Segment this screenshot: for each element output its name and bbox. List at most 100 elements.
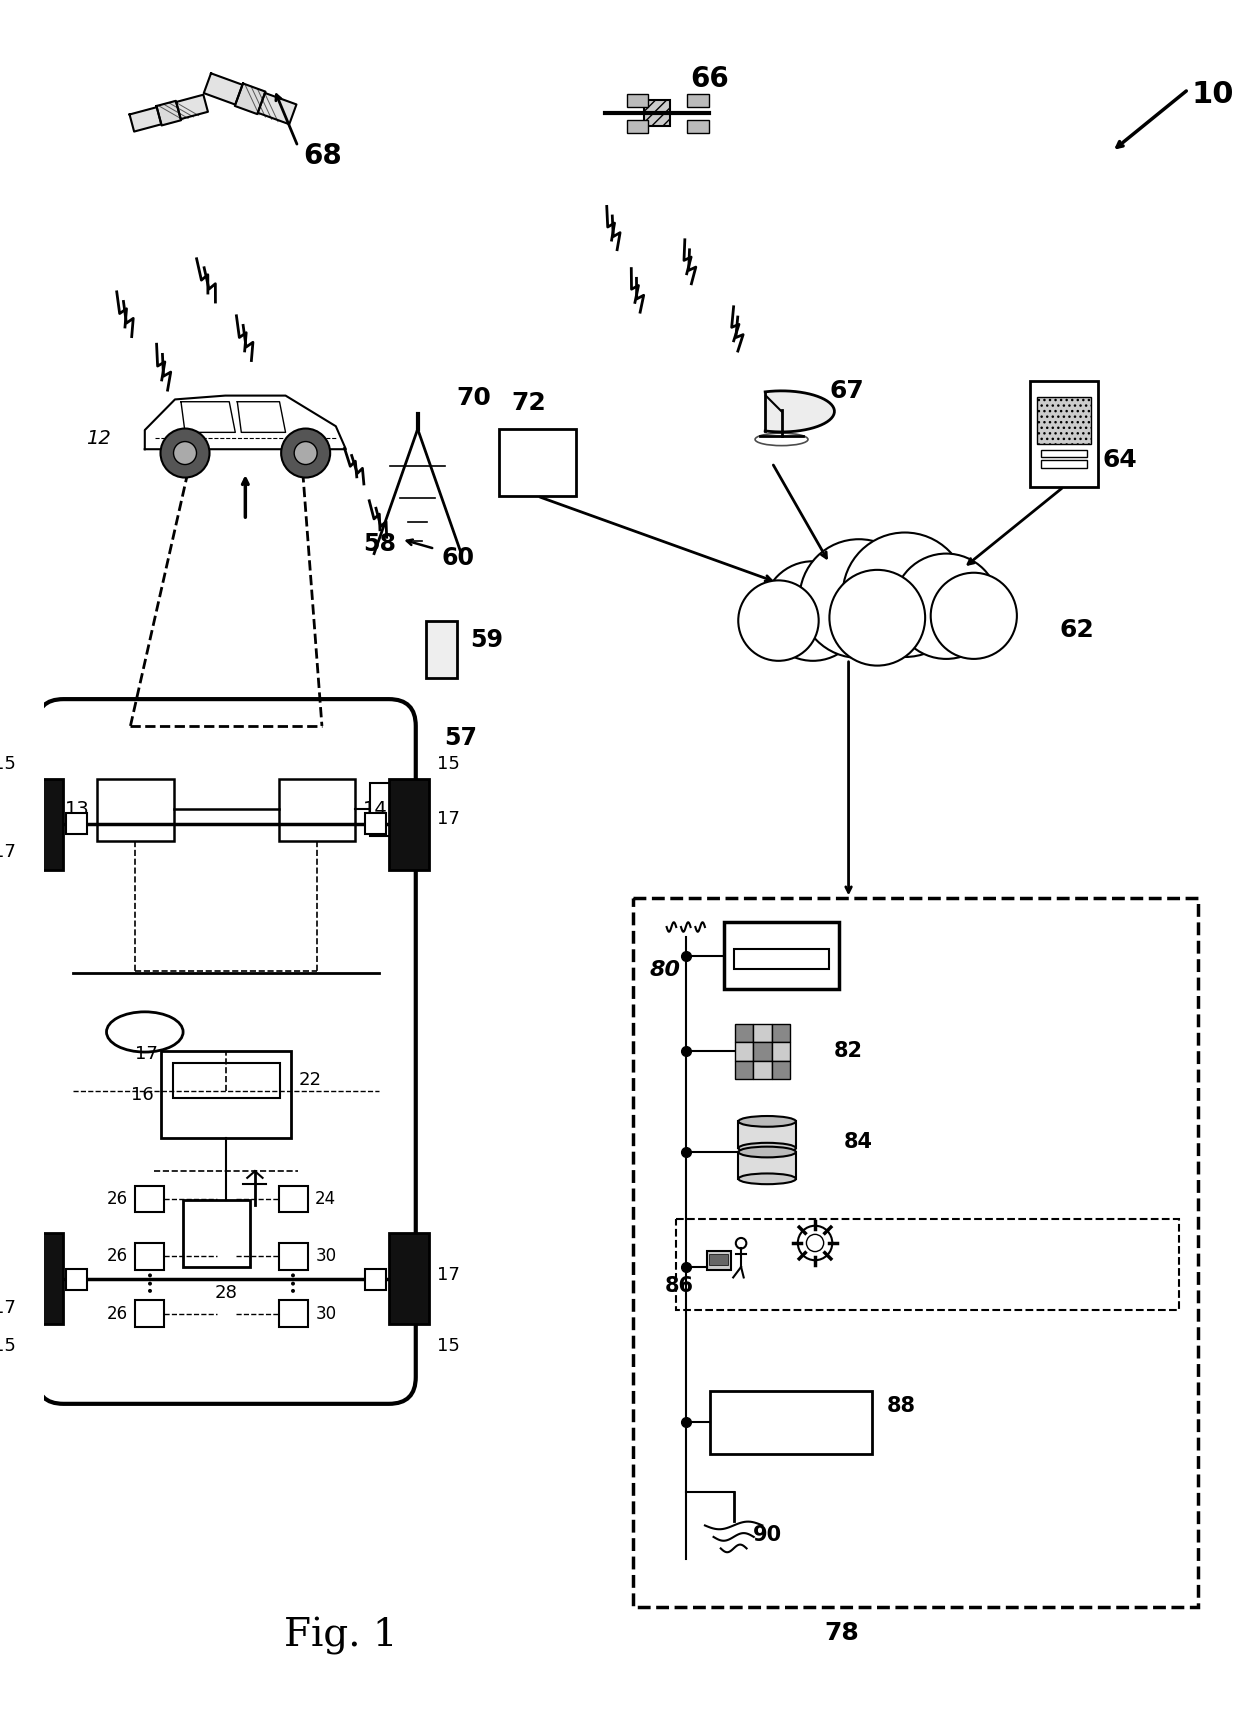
Text: 26: 26 — [107, 1248, 128, 1265]
Text: 15: 15 — [436, 1337, 460, 1355]
Bar — [753, 1061, 771, 1080]
Bar — [687, 95, 709, 107]
Bar — [498, 430, 575, 497]
Text: 88: 88 — [887, 1396, 916, 1416]
Text: 70: 70 — [456, 387, 491, 409]
Text: 78: 78 — [825, 1621, 859, 1645]
Text: 57: 57 — [444, 725, 477, 749]
Text: 17: 17 — [0, 1300, 16, 1317]
Bar — [370, 784, 394, 835]
Bar — [135, 1301, 164, 1327]
Ellipse shape — [739, 1174, 796, 1184]
Bar — [365, 1269, 386, 1289]
Text: 15: 15 — [0, 755, 16, 774]
Text: 59: 59 — [470, 627, 503, 652]
Text: 64: 64 — [1102, 449, 1137, 473]
Polygon shape — [176, 95, 208, 119]
Ellipse shape — [107, 1012, 184, 1052]
Text: 22: 22 — [299, 1071, 322, 1090]
Circle shape — [160, 428, 210, 478]
Text: Fig. 1: Fig. 1 — [284, 1616, 398, 1655]
FancyBboxPatch shape — [37, 700, 415, 1404]
Bar — [184, 1200, 250, 1267]
Bar — [771, 1042, 790, 1061]
Text: 26: 26 — [107, 1190, 128, 1208]
Bar — [365, 813, 386, 834]
Text: 12: 12 — [87, 430, 112, 449]
Bar — [135, 1243, 164, 1270]
Text: 24: 24 — [315, 1190, 336, 1208]
Text: 28: 28 — [215, 1284, 238, 1303]
Bar — [724, 921, 839, 988]
Ellipse shape — [739, 1143, 796, 1153]
Bar — [24, 1234, 63, 1324]
Text: 90: 90 — [753, 1525, 782, 1545]
Text: 82: 82 — [835, 1042, 863, 1061]
Bar — [389, 779, 429, 870]
Bar — [734, 1025, 753, 1042]
Text: 66: 66 — [691, 65, 729, 93]
Text: 15: 15 — [436, 755, 460, 774]
Text: 72: 72 — [512, 390, 547, 414]
Polygon shape — [129, 107, 161, 132]
Bar — [707, 1251, 730, 1270]
Circle shape — [931, 572, 1017, 658]
Text: 67: 67 — [830, 378, 864, 402]
Bar — [279, 1301, 308, 1327]
Circle shape — [800, 540, 919, 658]
Bar — [734, 1061, 753, 1080]
Bar — [687, 120, 709, 132]
Bar — [1040, 461, 1087, 468]
Bar — [644, 100, 670, 125]
Bar — [739, 1121, 796, 1148]
Bar — [97, 779, 174, 841]
Bar — [627, 120, 649, 132]
Bar — [279, 1186, 308, 1212]
Ellipse shape — [739, 1147, 796, 1157]
Circle shape — [294, 442, 317, 464]
Text: 17: 17 — [0, 844, 16, 861]
Text: 60: 60 — [441, 547, 475, 571]
Text: 13: 13 — [64, 799, 89, 818]
Text: 68: 68 — [303, 143, 341, 170]
Circle shape — [894, 554, 999, 658]
Text: 10: 10 — [1192, 79, 1234, 108]
Bar — [627, 95, 649, 107]
Bar — [734, 1042, 753, 1061]
Polygon shape — [258, 93, 296, 124]
Circle shape — [738, 581, 818, 660]
Circle shape — [830, 571, 925, 665]
Bar — [172, 1062, 280, 1098]
Bar — [433, 633, 451, 665]
Text: 15: 15 — [0, 1337, 16, 1355]
Text: 30: 30 — [315, 1305, 336, 1324]
Bar — [161, 1052, 291, 1138]
Polygon shape — [765, 390, 835, 431]
Polygon shape — [203, 74, 243, 105]
Bar — [24, 779, 63, 870]
Bar — [634, 899, 1198, 1607]
Text: 17: 17 — [436, 810, 460, 829]
Text: 30: 30 — [315, 1248, 336, 1265]
Text: 84: 84 — [843, 1133, 873, 1152]
Bar — [389, 1234, 429, 1324]
Bar — [753, 1042, 771, 1061]
Bar — [1030, 382, 1097, 486]
Bar — [1037, 397, 1091, 445]
Bar — [279, 779, 356, 841]
Bar — [709, 1391, 873, 1454]
Bar — [771, 1061, 790, 1080]
Text: 17: 17 — [436, 1265, 460, 1284]
Bar — [66, 1269, 87, 1289]
Text: 26: 26 — [107, 1305, 128, 1324]
Polygon shape — [156, 101, 181, 125]
Bar — [734, 949, 830, 970]
Circle shape — [843, 533, 967, 657]
Bar — [66, 813, 87, 834]
Text: 80: 80 — [650, 961, 681, 980]
Text: 14: 14 — [363, 799, 388, 818]
Text: 17: 17 — [135, 1045, 159, 1062]
Text: 62: 62 — [1059, 619, 1094, 643]
Bar — [753, 1025, 771, 1042]
Bar — [771, 1025, 790, 1042]
